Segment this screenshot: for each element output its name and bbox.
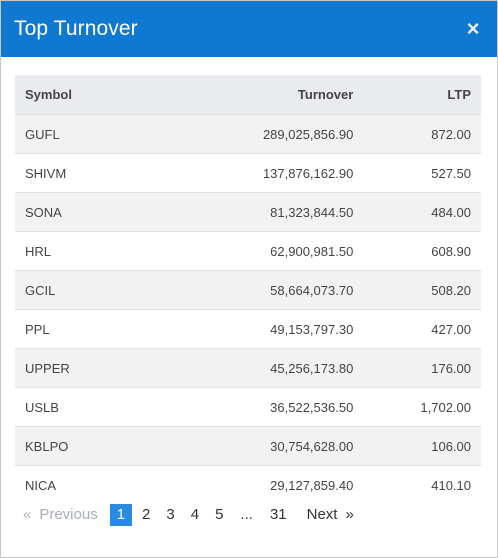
page-button-3[interactable]: 3 — [166, 506, 175, 523]
close-icon[interactable]: × — [466, 16, 480, 41]
table-row[interactable]: GCIL 58,664,073.70 508.20 — [15, 270, 481, 310]
page-button-1[interactable]: 1 — [109, 504, 133, 526]
previous-label: Previous — [39, 506, 98, 523]
cell-turnover: 81,323,844.50 — [139, 192, 364, 232]
table-row[interactable]: KBLPO 30,754,628.00 106.00 — [15, 426, 481, 466]
cell-turnover: 36,522,536.50 — [139, 387, 364, 427]
turnover-table: Symbol Turnover LTP GUFL 289,025,856.90 87… — [15, 75, 481, 496]
modal-header: Top Turnover × — [1, 1, 497, 57]
column-header-turnover: Turnover — [139, 75, 364, 115]
cell-symbol: GCIL — [15, 270, 140, 310]
cell-ltp: 527.50 — [363, 153, 481, 193]
cell-turnover: 45,256,173.80 — [139, 348, 364, 388]
cell-turnover: 289,025,856.90 — [139, 114, 364, 154]
cell-ltp: 508.20 — [363, 270, 481, 310]
table-row[interactable]: USLB 36,522,536.50 1,702.00 — [15, 387, 481, 427]
next-page-button[interactable]: Next » — [307, 504, 354, 526]
cell-ltp: 608.90 — [363, 231, 481, 271]
cell-symbol: KBLPO — [15, 426, 140, 466]
previous-page-button[interactable]: « Previous — [23, 504, 98, 526]
cell-symbol: USLB — [15, 387, 140, 427]
page-button-5[interactable]: 5 — [215, 506, 224, 523]
column-header-ltp: LTP — [363, 75, 481, 115]
column-header-symbol: Symbol — [15, 75, 140, 115]
table-row[interactable]: UPPER 45,256,173.80 176.00 — [15, 348, 481, 388]
cell-turnover: 30,754,628.00 — [139, 426, 364, 466]
cell-ltp: 106.00 — [363, 426, 481, 466]
cell-ltp: 176.00 — [363, 348, 481, 388]
table-row[interactable]: PPL 49,153,797.30 427.00 — [15, 309, 481, 349]
cell-turnover: 49,153,797.30 — [139, 309, 364, 349]
cell-symbol: SHIVM — [15, 153, 140, 193]
next-label: Next — [306, 506, 338, 523]
cell-symbol: UPPER — [15, 348, 140, 388]
cell-symbol: HRL — [15, 231, 140, 271]
pagination-ellipsis: ... — [240, 506, 253, 523]
cell-ltp: 484.00 — [363, 192, 481, 232]
table-row[interactable]: GUFL 289,025,856.90 872.00 — [15, 114, 481, 154]
cell-turnover: 137,876,162.90 — [139, 153, 364, 193]
cell-ltp: 410.10 — [363, 465, 481, 496]
cell-symbol: NICA — [15, 465, 140, 496]
cell-symbol: SONA — [15, 192, 140, 232]
table-row[interactable]: HRL 62,900,981.50 608.90 — [15, 231, 481, 271]
cell-symbol: GUFL — [15, 114, 140, 154]
turnover-table-container[interactable]: Symbol Turnover LTP GUFL 289,025,856.90 87… — [15, 75, 481, 496]
table-row[interactable]: NICA 29,127,859.40 410.10 — [15, 465, 481, 496]
double-chevron-right-icon: » — [345, 506, 354, 523]
table-row[interactable]: SONA 81,323,844.50 484.00 — [15, 192, 481, 232]
cell-turnover: 58,664,073.70 — [139, 270, 364, 310]
double-chevron-left-icon: « — [23, 506, 32, 523]
modal-title: Top Turnover — [14, 17, 138, 40]
cell-turnover: 62,900,981.50 — [139, 231, 364, 271]
page-button-2[interactable]: 2 — [142, 506, 151, 523]
cell-ltp: 427.00 — [363, 309, 481, 349]
table-header-row: Symbol Turnover LTP — [15, 75, 481, 115]
cell-ltp: 1,702.00 — [363, 387, 481, 427]
cell-symbol: PPL — [15, 309, 140, 349]
cell-ltp: 872.00 — [363, 114, 481, 154]
page-button-4[interactable]: 4 — [190, 506, 200, 523]
table-row[interactable]: SHIVM 137,876,162.90 527.50 — [15, 153, 481, 193]
page-button-last[interactable]: 31 — [269, 506, 287, 523]
cell-turnover: 29,127,859.40 — [139, 465, 364, 496]
